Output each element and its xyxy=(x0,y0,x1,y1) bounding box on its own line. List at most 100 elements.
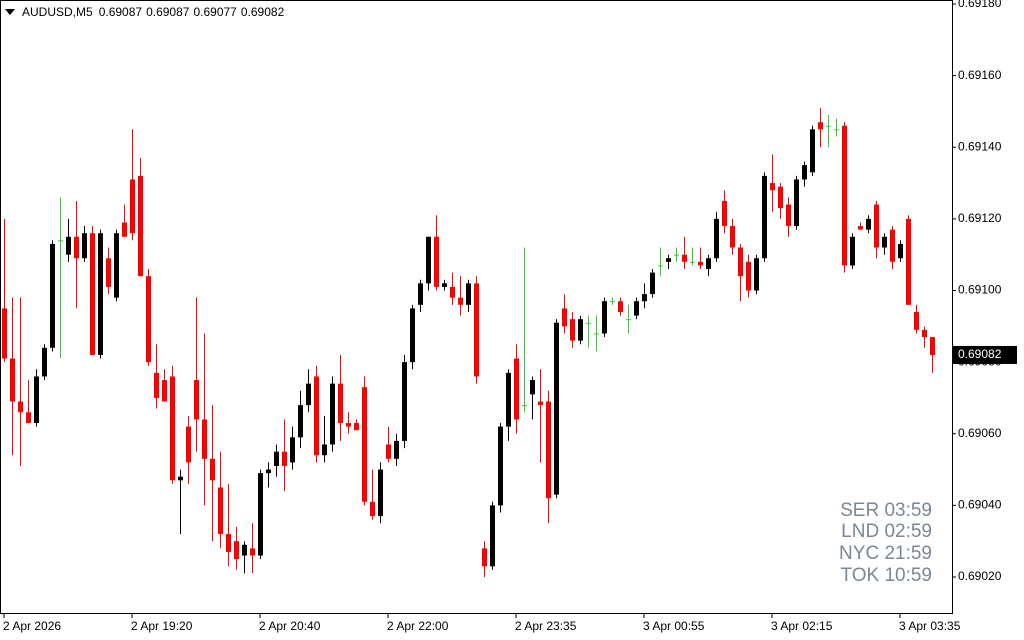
candle-body xyxy=(298,405,303,438)
candle-body xyxy=(778,186,783,209)
candle-body xyxy=(34,376,39,424)
candle-body xyxy=(234,541,239,560)
candle-body xyxy=(538,401,543,406)
candle-body xyxy=(306,383,311,406)
candle-body xyxy=(530,380,535,395)
clock: LND 02:59 xyxy=(841,521,932,542)
candle-body xyxy=(922,329,927,338)
candle-body xyxy=(322,444,327,456)
candle-body xyxy=(122,222,127,237)
candle-body xyxy=(570,319,575,341)
candle-body xyxy=(314,376,319,456)
candle-body xyxy=(722,200,727,227)
clock: TOK 10:59 xyxy=(840,565,932,586)
candle-body xyxy=(130,179,135,234)
candle-body xyxy=(810,129,815,173)
candle-body xyxy=(418,283,423,305)
x-tick-label: 3 Apr 00:55 xyxy=(643,619,705,633)
candle-body xyxy=(514,358,519,420)
y-tick-label: 0.69060 xyxy=(958,426,1002,440)
candle-body xyxy=(274,451,279,466)
candle-body xyxy=(98,233,103,355)
candle-body xyxy=(258,473,263,556)
candle-body xyxy=(266,469,271,474)
candle-body xyxy=(474,283,479,377)
candle-body xyxy=(586,322,591,324)
candle-body xyxy=(594,333,599,335)
candle-body xyxy=(714,218,719,259)
y-tick-label: 0.69040 xyxy=(958,498,1002,512)
candle-body xyxy=(674,254,679,256)
candle-body xyxy=(874,204,879,248)
candle-body xyxy=(218,487,223,535)
candle-body xyxy=(58,240,63,242)
candle-body xyxy=(634,301,639,316)
candle-body xyxy=(786,204,791,227)
y-tick-label: 0.69180 xyxy=(958,0,1002,10)
candle-body xyxy=(898,243,903,259)
candle-body xyxy=(426,236,431,284)
candle-body xyxy=(434,236,439,287)
candle-body xyxy=(82,233,87,259)
x-tick-label: 2 Apr 19:20 xyxy=(131,619,193,633)
header-open: 0.69087 xyxy=(99,5,143,19)
candle-body xyxy=(850,236,855,266)
menu-arrow[interactable] xyxy=(5,9,15,15)
candle-body xyxy=(554,322,559,495)
candle-body xyxy=(226,534,231,552)
candle-body xyxy=(202,419,207,459)
symbol: AUDUSD,M5 xyxy=(22,5,93,19)
candle-body xyxy=(346,423,351,427)
x-tick-label: 2 Apr 23:35 xyxy=(515,619,577,633)
candle-body xyxy=(146,276,151,363)
candle-body xyxy=(914,311,919,330)
candle-body xyxy=(546,401,551,499)
candle-body xyxy=(2,308,7,359)
clock: NYC 21:59 xyxy=(839,543,932,564)
candle-body xyxy=(178,476,183,481)
candle-body xyxy=(210,458,215,481)
candle-body xyxy=(706,258,711,270)
candle-body xyxy=(498,426,503,506)
candle-body xyxy=(194,380,199,420)
candle-body xyxy=(562,308,567,327)
candle-body xyxy=(162,380,167,402)
candle-body xyxy=(170,376,175,481)
x-tick-label: 2 Apr 20:40 xyxy=(259,619,321,633)
candle-body xyxy=(410,308,415,363)
candle-body xyxy=(490,505,495,567)
candle-body xyxy=(362,387,367,502)
price-marker xyxy=(953,345,1017,364)
candle-body xyxy=(658,265,663,267)
candle-body xyxy=(650,272,655,295)
candle-body xyxy=(186,426,191,463)
candle-body xyxy=(370,501,375,517)
candle-body xyxy=(642,294,647,302)
candle-body xyxy=(626,319,631,321)
candle-body xyxy=(610,301,615,303)
candle-body xyxy=(282,451,287,466)
candle-body xyxy=(26,412,31,424)
candle-body xyxy=(90,233,95,355)
y-tick-label: 0.69120 xyxy=(958,211,1002,225)
x-tick-label: 3 Apr 03:35 xyxy=(899,619,961,633)
candle-body xyxy=(394,440,399,459)
candle-body xyxy=(602,301,607,334)
y-tick-label: 0.69100 xyxy=(958,283,1002,297)
x-tick-label: 3 Apr 02:15 xyxy=(771,619,833,633)
candle-body xyxy=(354,423,359,431)
candle-body xyxy=(818,122,823,130)
candle-body xyxy=(930,337,935,355)
candle-body xyxy=(506,372,511,427)
candle-body xyxy=(770,183,775,191)
candle-body xyxy=(690,261,695,263)
candle-body xyxy=(730,226,735,248)
axes: 0.690200.690400.690600.690800.691000.691… xyxy=(3,0,1017,633)
candle-body xyxy=(338,383,343,424)
candle-body xyxy=(754,258,759,291)
header-high: 0.69087 xyxy=(146,5,190,19)
candle-body xyxy=(442,283,447,287)
candle-body xyxy=(10,358,15,402)
candle-body xyxy=(746,261,751,291)
